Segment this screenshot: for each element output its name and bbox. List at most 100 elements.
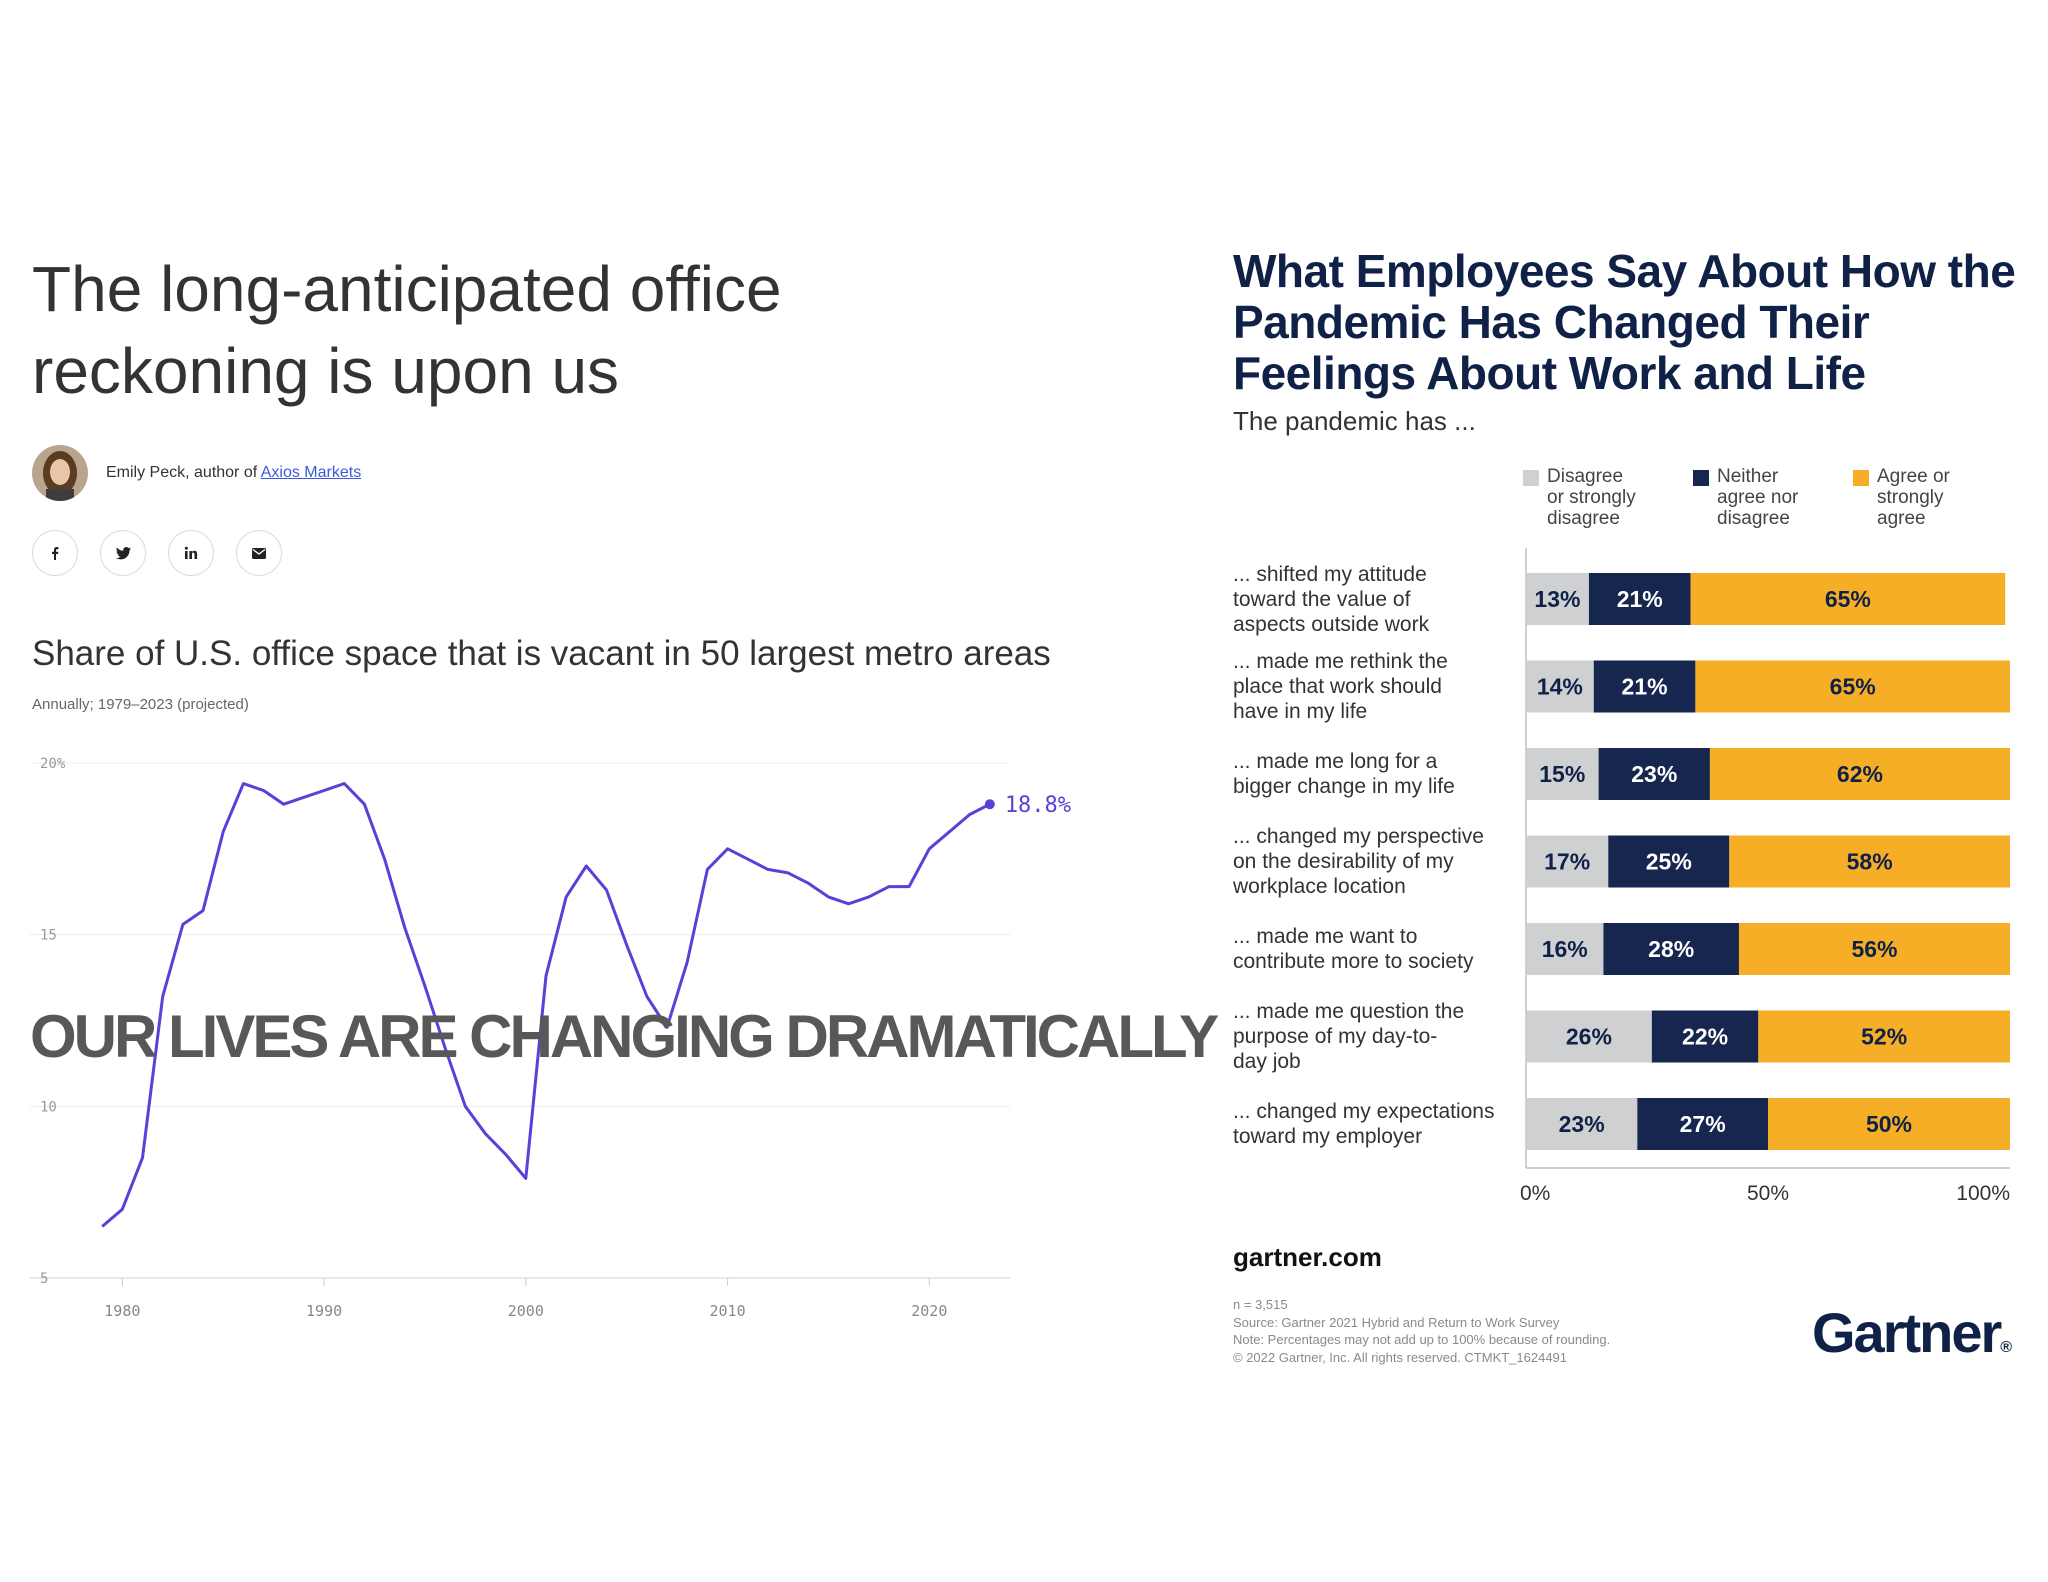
vacancy-chart-title: Share of U.S. office space that is vacan… [32,634,1051,673]
y-tick-label: 5 [40,1271,48,1287]
gartner-chart-subtitle: The pandemic has ... [1233,406,1476,436]
statement-line: workplace location [1233,875,1406,898]
legend-swatch [1693,470,1709,486]
legend-label-line: Neither [1717,466,1779,487]
bar-value-label: 23% [1631,761,1677,787]
bar-value-label: 22% [1682,1024,1728,1050]
twitter-share-button[interactable] [100,530,146,576]
y-tick-label: 15 [40,928,57,944]
statement-line: contribute more to society [1233,950,1474,973]
vacancy-line-chart: 20% 15 10 5 1980 1990 2000 2010 2020 18.8% [30,756,1071,1320]
vacancy-series-line [101,782,991,1228]
bar-segment [1709,748,2010,800]
end-point-marker [984,799,995,810]
gartner-logo: Gartner® [1812,1300,2012,1365]
legend-item: Neither agree nor disagree [1693,466,1837,529]
bar-segment [1526,573,1589,625]
bar-value-label: 21% [1622,674,1668,700]
bar-value-label: 26% [1566,1024,1612,1050]
x-tick-label: 0% [1520,1182,1550,1205]
legend-label: Neither agree nor disagree [1717,466,1837,529]
bar-value-label: 21% [1617,586,1663,612]
social-share-bar [32,530,282,576]
article-title: The long-anticipated office reckoning is… [32,248,932,412]
statement-label: ... made me long for a bigger change in m… [1233,749,1533,799]
gartner-logo-mark: ® [2000,1339,2013,1356]
x-tick-label: 100% [1956,1182,2010,1205]
bar-value-label: 16% [1542,936,1588,962]
linkedin-icon [184,546,198,559]
x-tick-label: 1980 [104,1302,140,1320]
legend-item: Agree or strongly agree [1853,466,1997,529]
bar-value-label: 13% [1534,586,1580,612]
article-title-line-2: reckoning is upon us [32,335,620,407]
bar-value-label: 65% [1825,586,1871,612]
bar-segment [1526,1010,1652,1063]
linkedin-share-button[interactable] [168,530,214,576]
bar-value-label: 27% [1680,1111,1726,1137]
bar-segment [1758,1010,2010,1063]
bar-segment [1738,923,2010,975]
x-tick-label: 50% [1747,1182,1789,1205]
statement-label: ... made me rethink the place that work s… [1233,649,1533,724]
x-tick-label: 2010 [710,1302,746,1320]
legend-label: Agree or strongly agree [1877,466,1997,529]
legend-label-line: strongly [1877,487,1944,508]
end-value-label: 18.8% [1005,793,1071,818]
legend-label: Disagree or strongly disagree [1547,466,1667,529]
footnote-note: Note: Percentages may not add up to 100%… [1233,1332,1611,1347]
article-title-line-1: The long-anticipated office [32,253,782,325]
facebook-icon [52,547,59,560]
footnote-copyright: © 2022 Gartner, Inc. All rights reserved… [1233,1349,1568,1365]
y-tick-label: 10 [40,1099,57,1115]
vacancy-chart-subtitle: Annually; 1979–2023 (projected) [32,696,249,713]
bar-value-label: 23% [1559,1111,1605,1137]
statement-line: aspects outside work [1233,612,1430,636]
statement-line: ... shifted my attitude [1233,562,1427,586]
statement-label: ... made me question the purpose of my da… [1233,999,1533,1074]
statement-line: ... made me long for a [1233,750,1438,773]
statement-line: ... made me want to [1233,925,1418,948]
footnote-n: n = 3,515 [1233,1297,1288,1312]
bar-value-label: 15% [1539,761,1585,787]
bar-segment [1526,1098,1638,1150]
facebook-share-button[interactable] [32,530,78,576]
bar-value-label: 50% [1866,1111,1912,1137]
bar-segment [1729,835,2010,888]
author-prefix: Emily Peck, author of [106,464,261,481]
email-share-button[interactable] [236,530,282,576]
bar-segment [1695,660,2010,713]
legend-label-line: agree nor [1717,487,1799,508]
statement-line: purpose of my day-to- [1233,1025,1438,1048]
gartner-url: gartner.com [1233,1242,1382,1272]
legend-item: Disagree or strongly disagree [1523,466,1667,529]
statement-line: bigger change in my life [1233,775,1455,798]
bar-value-label: 25% [1646,849,1692,875]
twitter-icon [115,546,131,559]
statement-label: ... shifted my attitude toward the value … [1233,562,1533,637]
x-tick-label: 1990 [306,1302,342,1320]
bar-segment [1690,573,2006,625]
bar-value-label: 65% [1830,674,1876,700]
bar-segment [1598,748,1710,800]
footnote-source: Source: Gartner 2021 Hybrid and Return t… [1233,1314,1560,1330]
author-avatar [32,445,88,501]
bar-value-label: 62% [1837,761,1883,787]
legend-label-line: disagree [1547,508,1620,529]
bar-segment [1651,1010,1759,1063]
bar-segment [1603,923,1739,975]
bar-segment [1526,660,1594,713]
gartner-logo-text: Gartner [1812,1301,2002,1364]
statement-line: toward the value of [1233,587,1411,611]
bar-value-label: 17% [1544,849,1590,875]
bar-segment [1593,660,1696,713]
axios-markets-link[interactable]: Axios Markets [260,464,362,481]
statement-line: day job [1233,1050,1301,1073]
author-byline: Emily Peck, author of Axios Markets [32,444,361,502]
bar-segment [1588,573,1691,625]
legend-swatch [1523,470,1539,486]
legend-label-line: or strongly [1547,487,1636,508]
gartner-chart-title: What Employees Say About How the Pandemi… [1233,245,2016,399]
email-icon [252,547,266,559]
bar-value-label: 52% [1861,1024,1907,1050]
